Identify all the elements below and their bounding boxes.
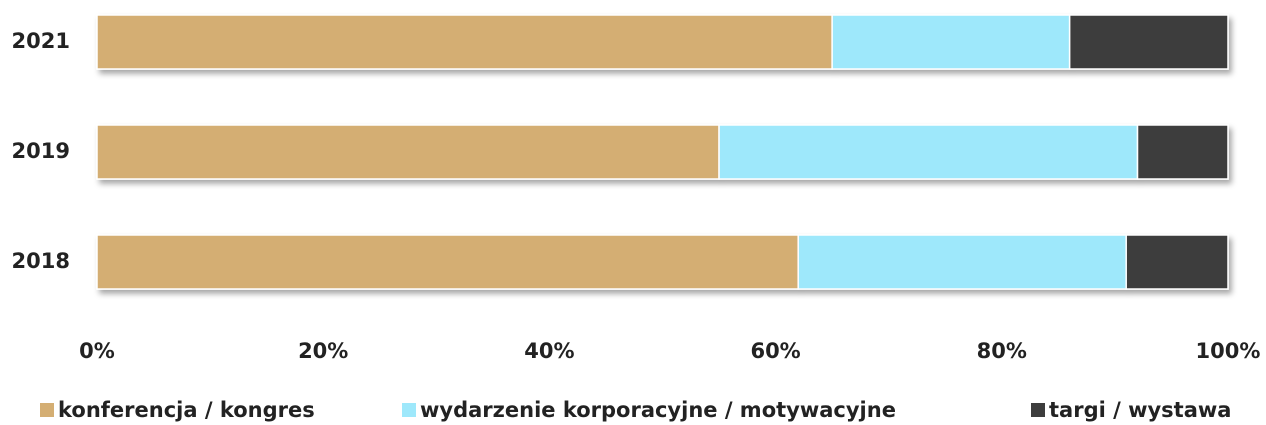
- bar-group: [96, 124, 1229, 180]
- bar-group: [96, 14, 1229, 70]
- bar-segment: [1136, 124, 1229, 180]
- x-tick-label: 40%: [524, 339, 574, 363]
- legend-swatch: [402, 403, 416, 417]
- bar-segment: [96, 14, 833, 70]
- bar-segment: [96, 124, 720, 180]
- bar-group: [96, 234, 1229, 290]
- bar-segment: [831, 14, 1071, 70]
- y-tick-label: 2019: [12, 139, 70, 163]
- bar-segment: [797, 234, 1127, 290]
- bar-segment: [1068, 14, 1229, 70]
- bar-segment: [96, 234, 799, 290]
- x-tick-label: 60%: [750, 339, 800, 363]
- x-tick-label: 0%: [79, 339, 115, 363]
- x-tick-label: 20%: [298, 339, 348, 363]
- legend-label: targi / wystawa: [1049, 398, 1231, 422]
- bar-segment: [718, 124, 1139, 180]
- legend-label: konferencja / kongres: [58, 398, 315, 422]
- legend-swatch: [40, 403, 54, 417]
- bar-segment: [1125, 234, 1229, 290]
- y-tick-label: 2021: [12, 29, 70, 53]
- y-tick-label: 2018: [12, 249, 70, 273]
- x-tick-label: 80%: [977, 339, 1027, 363]
- legend-label: wydarzenie korporacyjne / motywacyjne: [420, 398, 896, 422]
- x-tick-label: 100%: [1196, 339, 1261, 363]
- legend-swatch: [1031, 403, 1045, 417]
